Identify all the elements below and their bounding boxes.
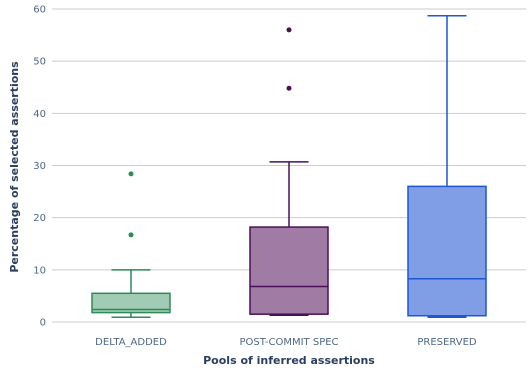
y-tick-labels: 0 10 20 30 40 50 60 xyxy=(33,5,46,329)
box-series xyxy=(91,15,487,319)
y-tick-label: 40 xyxy=(33,109,46,120)
iqr-box xyxy=(249,226,329,315)
x-tick-label: PRESERVED xyxy=(417,337,477,348)
outlier-point xyxy=(128,171,134,177)
x-tick-label: DELTA_ADDED xyxy=(95,337,167,348)
box-group xyxy=(249,27,329,316)
iqr-box xyxy=(91,292,171,314)
y-tick-label: 30 xyxy=(33,161,46,172)
box-group xyxy=(407,15,487,319)
y-tick-label: 0 xyxy=(40,318,46,329)
box-group xyxy=(91,171,171,319)
x-axis-title: Pools of inferred assertions xyxy=(203,354,375,367)
outlier-point xyxy=(286,27,292,33)
outlier-point xyxy=(128,232,134,238)
outlier-point xyxy=(286,85,292,91)
y-tick-label: 20 xyxy=(33,213,46,224)
x-tick-label: POST-COMMIT SPEC xyxy=(239,337,338,348)
x-tick-labels: DELTA_ADDED POST-COMMIT SPEC PRESERVED xyxy=(95,337,477,348)
iqr-box xyxy=(407,185,487,317)
y-tick-label: 10 xyxy=(33,265,46,276)
y-axis-title: Percentage of selected assertions xyxy=(8,61,21,273)
y-tick-label: 50 xyxy=(33,57,46,68)
y-tick-label: 60 xyxy=(33,5,46,16)
